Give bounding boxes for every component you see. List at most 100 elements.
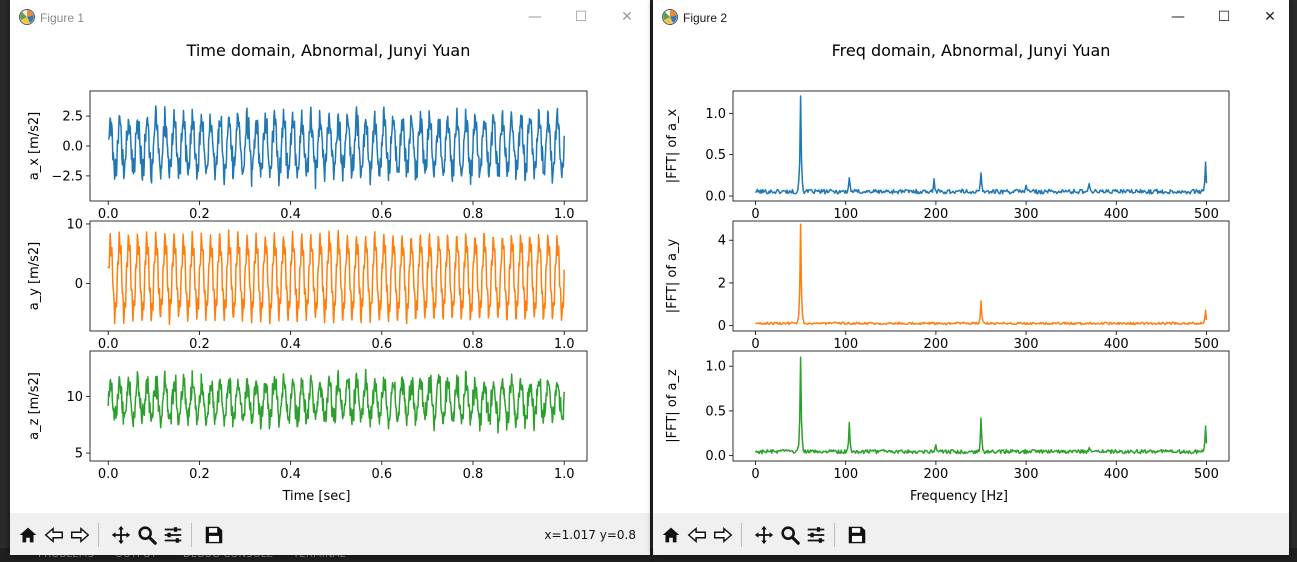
x-tick-label: 0	[751, 207, 759, 222]
subplot-3: 0 100 200 300 400 500 0.0 0.5 1.0 |FFT| of a_z	[665, 350, 1230, 482]
maximize-button[interactable]: ☐	[1217, 9, 1231, 25]
y-axis-label: |FFT| of a_x	[665, 109, 680, 184]
subplot-3: 0.0 0.2 0.4 0.6 0.8 1.0 5 10 a_z [m/s2]	[27, 350, 588, 482]
figure1-window: Figure 1 — ☐ ✕ Time domain, Abnormal, Ju…	[10, 0, 650, 555]
x-tick-label: 200	[923, 337, 948, 352]
y-tick-label: 2	[718, 276, 726, 291]
pan-button[interactable]	[108, 522, 134, 548]
figure-background	[10, 34, 650, 513]
forward-arrow-button[interactable]	[710, 522, 736, 548]
matplotlib-app-icon	[662, 9, 678, 25]
y-axis-label: a_z [m/s2]	[27, 372, 42, 440]
figure1-window-title: Figure 1	[40, 11, 85, 25]
axes-frame	[732, 350, 1230, 462]
y-tick-label: 0.0	[705, 449, 726, 464]
x-tick-label: 0.2	[189, 467, 210, 482]
series-line	[107, 368, 565, 434]
save-button[interactable]	[201, 522, 227, 548]
x-tick-label: 100	[833, 467, 858, 482]
y-tick-label: 1.0	[705, 360, 726, 375]
x-tick-label: 100	[833, 337, 858, 352]
configure-subplots-button[interactable]	[803, 522, 829, 548]
y-tick-label: 0.0	[62, 140, 83, 155]
figure2-titlebar[interactable]: Figure 2 — ☐ ✕	[653, 0, 1289, 34]
zoom-button[interactable]	[134, 522, 160, 548]
x-tick-label: 0.2	[189, 337, 210, 352]
x-tick-label: 400	[1104, 337, 1129, 352]
home-icon	[19, 527, 37, 543]
figure-background	[653, 34, 1289, 513]
y-tick-label: 2.5	[62, 110, 83, 125]
figure1-toolbar: x=1.017 y=0.8	[10, 513, 650, 555]
toolbar-separator	[741, 523, 742, 547]
toolbar-separator	[834, 523, 835, 547]
x-tick-label: 400	[1104, 467, 1129, 482]
close-button[interactable]: ✕	[621, 9, 633, 25]
x-tick-label: 500	[1194, 467, 1219, 482]
coordinate-readout: x=1.017 y=0.8	[544, 528, 636, 542]
x-tick-label: 0.0	[98, 337, 119, 352]
x-tick-label: 0	[751, 337, 759, 352]
x-tick-label: 0.6	[371, 207, 392, 222]
x-tick-label: 0.8	[463, 337, 484, 352]
back-arrow-button[interactable]	[684, 522, 710, 548]
series-line	[755, 223, 1208, 326]
minimize-button[interactable]: —	[528, 9, 542, 25]
save-icon	[205, 526, 223, 544]
forward-arrow-icon	[71, 526, 90, 544]
figure-title: Time domain, Abnormal, Junyi Yuan	[186, 41, 471, 60]
x-axis-label: Time [sec]	[281, 489, 350, 504]
x-tick-label: 1.0	[554, 207, 575, 222]
home-icon	[662, 527, 680, 543]
axes-frame	[732, 90, 1230, 202]
zoom-button[interactable]	[777, 522, 803, 548]
y-tick-label: 10	[66, 390, 83, 405]
y-tick-label: 0.0	[705, 190, 726, 205]
axes-frame	[89, 220, 588, 332]
x-tick-label: 300	[1014, 337, 1039, 352]
y-axis-label: |FFT| of a_y	[665, 239, 680, 314]
maximize-button[interactable]: ☐	[574, 9, 588, 25]
minimize-button[interactable]: —	[1171, 9, 1185, 25]
x-tick-label: 1.0	[554, 337, 575, 352]
toolbar-separator	[98, 523, 99, 547]
home-button[interactable]	[658, 522, 684, 548]
figure2-window: Figure 2 — ☐ ✕ Freq domain, Abnormal, Ju…	[653, 0, 1289, 555]
x-tick-label: 0.0	[98, 207, 119, 222]
series-line	[754, 356, 1208, 455]
close-button[interactable]: ✕	[1264, 9, 1276, 25]
x-tick-label: 0.4	[280, 337, 301, 352]
configure-subplots-button[interactable]	[160, 522, 186, 548]
y-tick-label: 0	[718, 319, 726, 334]
y-tick-label: 0.5	[705, 148, 726, 163]
home-button[interactable]	[15, 522, 41, 548]
save-button[interactable]	[844, 522, 870, 548]
x-tick-label: 0.8	[463, 467, 484, 482]
figure1-titlebar[interactable]: Figure 1 — ☐ ✕	[10, 0, 650, 34]
y-tick-label: 0	[75, 277, 83, 292]
figure1-canvas[interactable]: Time domain, Abnormal, Junyi Yuan 0.0 0.2 0…	[10, 34, 650, 513]
y-tick-label: 10	[66, 217, 83, 232]
subplot-1: 0.0 0.2 0.4 0.6 0.8 1.0 −2.5 0.0 2.5 a_x [m/s2]	[27, 90, 588, 222]
y-tick-label: 5	[75, 447, 83, 462]
forward-arrow-button[interactable]	[67, 522, 93, 548]
save-icon	[848, 526, 866, 544]
pan-button[interactable]	[751, 522, 777, 548]
figure-title: Freq domain, Abnormal, Junyi Yuan	[832, 41, 1111, 60]
x-axis-label: Frequency [Hz]	[910, 489, 1008, 504]
y-axis-label: a_y [m/s2]	[27, 242, 42, 311]
series-line	[755, 95, 1208, 195]
configure-subplots-icon	[164, 527, 182, 543]
y-axis-label: |FFT| of a_z	[665, 369, 680, 443]
axes-frame	[732, 220, 1230, 332]
zoom-icon	[138, 526, 157, 545]
y-tick-label: −2.5	[51, 169, 83, 184]
x-tick-label: 100	[833, 207, 858, 222]
configure-subplots-icon	[807, 527, 825, 543]
axes-frame	[89, 350, 588, 462]
zoom-icon	[781, 526, 800, 545]
back-arrow-button[interactable]	[41, 522, 67, 548]
series-line	[107, 229, 565, 326]
forward-arrow-icon	[714, 526, 733, 544]
